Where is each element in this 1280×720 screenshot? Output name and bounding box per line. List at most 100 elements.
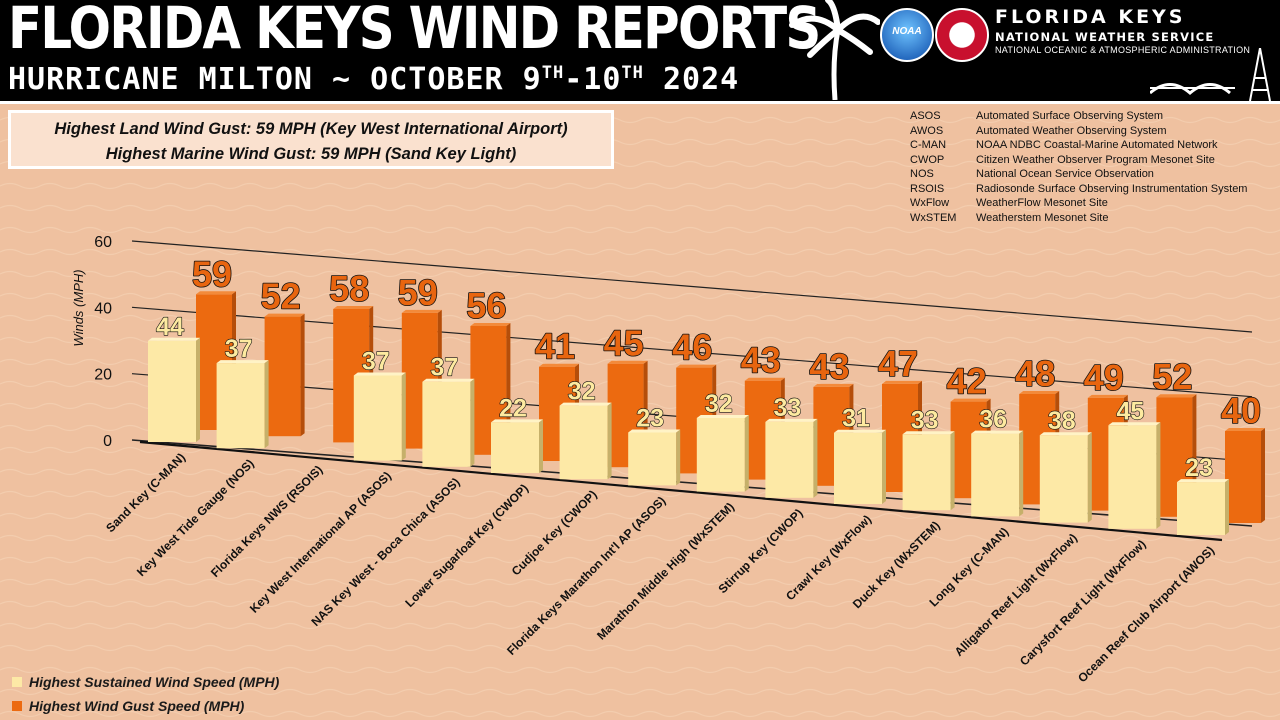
gust-value-label: 48 — [1015, 353, 1055, 394]
abbreviation-code: NOS — [910, 168, 934, 180]
abbreviation-description: NOAA NDBC Coastal-Marine Automated Netwo… — [976, 139, 1218, 151]
abbreviation-description: Weatherstem Mesonet Site — [976, 211, 1109, 224]
sustained-bar-side — [1019, 430, 1024, 517]
gust-bar-top — [1087, 394, 1128, 398]
highlight-box: Highest Land Wind Gust: 59 MPH (Key West… — [8, 110, 614, 169]
sustained-bar-top — [902, 431, 955, 435]
gust-value-label: 58 — [329, 268, 369, 309]
abbreviation-row: C-MAN NOAA NDBC Coastal-Marine Automated … — [910, 138, 1247, 153]
sustained-bar-top — [834, 429, 886, 433]
gust-value-label: 46 — [672, 327, 712, 368]
legend-swatch-gust — [12, 701, 22, 711]
sustained-value-label: 45 — [1116, 397, 1144, 425]
sustained-bar-top — [971, 430, 1024, 434]
chart-bars — [148, 291, 1265, 535]
gust-value-label: 45 — [604, 323, 644, 364]
sustained-bar-front — [628, 432, 677, 486]
sustained-bar — [1039, 432, 1092, 523]
abbreviation-row: NOS National Ocean Service Observation — [910, 167, 1247, 182]
org-subname: NATIONAL WEATHER SERVICE — [995, 30, 1215, 44]
sustained-bar — [765, 418, 818, 498]
y-tick-label: 60 — [94, 234, 112, 251]
gust-bar-top — [882, 380, 922, 384]
abbreviation-description: Radiosonde Surface Observing Instrumenta… — [976, 182, 1248, 195]
abbreviation-row: CWOP Citizen Weather Observer Program Mes… — [910, 153, 1247, 168]
sustained-bar-front — [834, 432, 882, 504]
sustained-value-label: 22 — [499, 394, 527, 422]
abbreviation-code: RSOIS — [910, 182, 945, 195]
gust-value-label: 56 — [466, 285, 506, 326]
gust-bar-top — [744, 377, 785, 381]
sustained-bar — [834, 429, 886, 504]
data-labels: 59 44 52 37 58 59 37 56 37 41 22 45 32 46 23 43 32 43 33 47… — [155, 252, 1261, 482]
sustained-bar-top — [628, 429, 681, 433]
sustained-bar-top — [559, 402, 612, 406]
sustained-bar-front — [971, 433, 1020, 517]
gridline — [131, 240, 1253, 333]
abbreviation-code: ASOS — [910, 110, 941, 122]
gust-bar-top — [470, 323, 511, 326]
abbreviation-code: CWOP — [910, 153, 945, 166]
sustained-bar-side — [950, 431, 955, 511]
abbreviation-code: WxSTEM — [910, 211, 957, 224]
gust-bar-front — [264, 316, 301, 437]
sustained-value-label: 36 — [979, 406, 1007, 434]
sustained-bar-front — [491, 422, 539, 473]
y-tick-label: 20 — [94, 367, 112, 384]
sustained-bar — [1108, 422, 1161, 529]
gust-value-label: 52 — [261, 276, 301, 317]
gust-value-label: 41 — [535, 326, 575, 367]
sustained-bar-front — [422, 381, 471, 467]
sustained-value-label: 33 — [911, 406, 939, 434]
sustained-bar-side — [264, 360, 269, 449]
sustained-bar — [353, 372, 406, 461]
legend-item-gust: Highest Wind Gust Speed (MPH) — [12, 694, 279, 718]
sustained-bar-front — [696, 418, 745, 492]
floor-line — [139, 440, 1223, 542]
sustained-bar-front — [353, 375, 402, 461]
abbreviation-row: AWOS Automated Weather Observing System — [910, 124, 1247, 139]
nws-logo-icon — [935, 8, 989, 62]
org-parent: NATIONAL OCEANIC & ATMOSPHERIC ADMINISTR… — [995, 45, 1251, 55]
sustained-bar-top — [216, 360, 269, 364]
sustained-value-label: 37 — [430, 354, 458, 382]
abbreviation-code: C-MAN — [910, 139, 947, 151]
sustained-value-label: 32 — [705, 390, 733, 418]
sustained-bar — [491, 419, 543, 473]
sustained-value-label: 23 — [636, 405, 664, 433]
sustained-bar-top — [1039, 432, 1092, 436]
sustained-value-label: 37 — [225, 335, 253, 363]
abbreviation-row: RSOIS Radiosonde Surface Observing Instru… — [910, 182, 1247, 197]
chart-legend: Highest Sustained Wind Speed (MPH) Highe… — [12, 670, 279, 718]
bridge-lighthouse-icon — [1150, 48, 1271, 101]
sustained-bar — [696, 415, 749, 492]
palm-tree-icon — [789, 0, 880, 100]
gridline — [131, 306, 1253, 398]
sustained-bar-side — [1225, 479, 1229, 535]
gust-value-label: 49 — [1084, 357, 1124, 398]
x-category-label: Lower Sugarloaf Key (CWOP) — [402, 481, 531, 610]
abbreviation-row: WxFlow WeatherFlow Mesonet Site — [910, 196, 1247, 211]
abbreviation-code: AWOS — [910, 124, 944, 137]
page-subtitle: HURRICANE MILTON ~ OCTOBER 9TH-10TH 2024 — [8, 62, 740, 97]
sustained-value-label: 33 — [773, 394, 801, 422]
sustained-bar-side — [196, 337, 200, 442]
sustained-bar — [422, 378, 475, 467]
sustained-bar-side — [470, 378, 475, 467]
noaa-logo-icon: NOAA — [880, 8, 934, 62]
y-axis: 0 20 40 60 Winds (MPH) — [71, 234, 112, 450]
highest-marine-gust: Highest Marine Wind Gust: 59 MPH (Sand K… — [105, 145, 517, 163]
legend-item-sustained: Highest Sustained Wind Speed (MPH) — [12, 670, 279, 694]
gust-value-label: 42 — [947, 361, 987, 402]
legend-label-sustained: Highest Sustained Wind Speed (MPH) — [29, 674, 280, 690]
sustained-bar-side — [813, 418, 818, 498]
page-title: FLORIDA KEYS WIND REPORTS — [8, 0, 821, 62]
gust-bar-top — [607, 360, 648, 364]
abbreviation-row: WxSTEM Weatherstem Mesonet Site — [910, 211, 1247, 226]
sustained-bar-top — [353, 372, 406, 376]
abbreviation-legend: ASOS Automated Surface Observing System AW… — [910, 109, 1247, 225]
gust-value-label: 59 — [398, 272, 438, 313]
gust-bar-front — [1225, 431, 1261, 523]
sustained-value-label: 44 — [156, 313, 184, 341]
sustained-bar-side — [1087, 432, 1092, 523]
